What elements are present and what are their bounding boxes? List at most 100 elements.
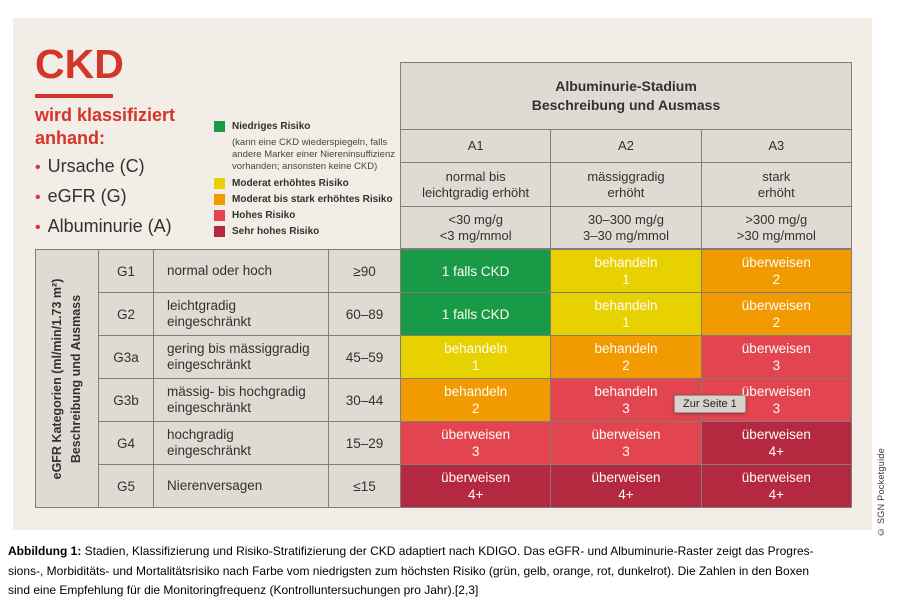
moderate-high-risk-swatch-icon: [214, 194, 225, 205]
caption-label: Abbildung 1:: [8, 544, 82, 558]
risk-matrix: 1 falls CKD behandeln 1 überweisen 2 1 f…: [400, 249, 852, 508]
cell-label: behandeln: [594, 384, 658, 399]
risk-cell-g5-a1: überweisen 4+: [401, 465, 551, 507]
risk-cell-g3a-a2: behandeln 2: [551, 336, 701, 378]
bullet-label: Albuminurie (A): [47, 216, 172, 236]
row-desc-g2: leichtgradig eingeschränkt: [154, 293, 328, 335]
risk-cell-g3b-a1: behandeln 2: [401, 379, 551, 421]
row-desc-g5: Nierenversagen: [154, 465, 328, 507]
cell-label: behandeln: [444, 341, 508, 356]
row-id-g3a: G3a: [99, 336, 153, 378]
legend-label: Moderat erhöhtes Risiko: [232, 178, 349, 189]
cell-label: behandeln: [444, 384, 508, 399]
cell-value: 4+: [618, 487, 634, 502]
cell-label: überweisen: [741, 341, 811, 356]
column-range-a1: <30 mg/g <3 mg/mmol: [401, 207, 551, 248]
row-id-g3b: G3b: [99, 379, 153, 421]
row-range-g3a: 45–59: [329, 336, 400, 378]
cell-label: 1 falls CKD: [441, 306, 510, 322]
legend-item-moderate-risk: Moderat erhöhtes Risiko: [214, 178, 399, 190]
legend-item-very-high-risk: Sehr hohes Risiko: [214, 226, 399, 238]
albuminuria-table-title: Albuminurie-Stadium Beschreibung und Aus…: [401, 63, 851, 129]
bullet-item-albuminurie: • Albuminurie (A): [35, 212, 172, 242]
cell-label: überweisen: [591, 427, 661, 442]
copyright-credit-text: © SGN Pocketguide: [876, 448, 886, 538]
cell-value: 3: [622, 444, 630, 459]
very-high-risk-swatch-icon: [214, 226, 225, 237]
legend-note: (kann eine CKD wiederspiegeln, falls and…: [232, 137, 395, 172]
low-risk-swatch-icon: [214, 121, 225, 132]
egfr-axis-cell: eGFR Kategorien (ml/min/1.73 m²) Beschre…: [36, 250, 98, 507]
legend-item-moderate-high-risk: Moderat bis stark erhöhtes Risiko: [214, 194, 399, 206]
risk-cell-g2-a1: 1 falls CKD: [401, 293, 551, 335]
legend-label: Niedriges Risiko: [232, 121, 311, 132]
risk-cell-g2-a2: behandeln 1: [551, 293, 701, 335]
risk-cell-g4-a1: überweisen 3: [401, 422, 551, 464]
cell-value: 4+: [467, 487, 484, 502]
ckd-title: CKD: [35, 41, 124, 87]
risk-cell-g5-a3: überweisen 4+: [701, 465, 851, 507]
risk-cell-g1-a2: behandeln 1: [551, 250, 701, 292]
legend-item-high-risk: Hohes Risiko: [214, 210, 399, 222]
cell-value: 3: [471, 444, 480, 459]
risk-cell-g1-a1: 1 falls CKD: [401, 250, 551, 292]
caption-text: Stadien, Klassifizierung und Risiko-Stra…: [8, 544, 814, 597]
copyright-credit: © SGN Pocketguide: [870, 436, 892, 550]
row-desc-g1: normal oder hoch: [154, 250, 328, 292]
link-tooltip: Zur Seite 1: [674, 395, 746, 413]
row-range-g2: 60–89: [329, 293, 400, 335]
legend-item-low-risk: Niedriges Risiko: [214, 121, 399, 133]
cell-value: 3: [772, 358, 781, 373]
column-header-a2: A2: [551, 130, 701, 162]
egfr-axis-label: eGFR Kategorien (ml/min/1.73 m²) Beschre…: [50, 278, 83, 479]
bullet-item-egfr: • eGFR (G): [35, 182, 172, 212]
bullet-label: eGFR (G): [47, 186, 127, 206]
ckd-title-underline: [35, 94, 113, 98]
classification-bullet-list: • Ursache (C) • eGFR (G) • Albuminurie (…: [35, 152, 172, 242]
bullet-icon: •: [35, 189, 41, 206]
cell-label: überweisen: [741, 470, 811, 485]
risk-cell-g5-a2: überweisen 4+: [551, 465, 701, 507]
risk-cell-g3a-a1: behandeln 1: [401, 336, 551, 378]
row-desc-g3b: mässig- bis hochgradig eingeschränkt: [154, 379, 328, 421]
cell-label: behandeln: [594, 255, 658, 270]
cell-value: 3: [622, 401, 630, 416]
column-header-a1: A1: [401, 130, 551, 162]
risk-cell-g4-a3: überweisen 4+: [701, 422, 851, 464]
cell-label: überweisen: [741, 427, 811, 442]
column-range-a2: 30–300 mg/g 3–30 mg/mmol: [551, 207, 701, 248]
risk-cell-g2-a3: überweisen 2: [701, 293, 851, 335]
row-range-g5: ≤15: [329, 465, 400, 507]
row-id-g4: G4: [99, 422, 153, 464]
high-risk-swatch-icon: [214, 210, 225, 221]
legend-label: Moderat bis stark erhöhtes Risiko: [232, 194, 393, 205]
column-desc-a1: normal bis leichtgradig erhöht: [401, 163, 551, 206]
row-desc-g4: hochgradig eingeschränkt: [154, 422, 328, 464]
cell-label: überweisen: [441, 470, 511, 485]
column-range-a3: >300 mg/g >30 mg/mmol: [701, 207, 851, 248]
cell-label: überweisen: [741, 298, 811, 313]
cell-label: überweisen: [741, 384, 811, 399]
moderate-risk-swatch-icon: [214, 178, 225, 189]
cell-label: überweisen: [591, 470, 661, 485]
row-range-g1: ≥90: [329, 250, 400, 292]
legend-label: Sehr hohes Risiko: [232, 226, 320, 237]
cell-value: 1: [471, 358, 480, 373]
column-desc-a3: stark erhöht: [701, 163, 851, 206]
risk-cell-g1-a3: überweisen 2: [701, 250, 851, 292]
cell-value: 3: [772, 401, 781, 416]
column-desc-a2: mässiggradig erhöht: [551, 163, 701, 206]
cell-value: 4+: [768, 487, 785, 502]
cell-value: 2: [622, 358, 630, 373]
risk-cell-g4-a2: überweisen 3: [551, 422, 701, 464]
bullet-icon: •: [35, 159, 41, 176]
cell-label: überweisen: [441, 427, 511, 442]
egfr-table: eGFR Kategorien (ml/min/1.73 m²) Beschre…: [35, 249, 401, 508]
cell-value: 4+: [768, 444, 785, 459]
bullet-item-ursache: • Ursache (C): [35, 152, 172, 182]
risk-legend: Niedriges Risiko (kann eine CKD wiedersp…: [214, 121, 399, 242]
cell-label: überweisen: [741, 255, 811, 270]
bullet-label: Ursache (C): [47, 156, 145, 176]
cell-label: behandeln: [594, 298, 658, 313]
